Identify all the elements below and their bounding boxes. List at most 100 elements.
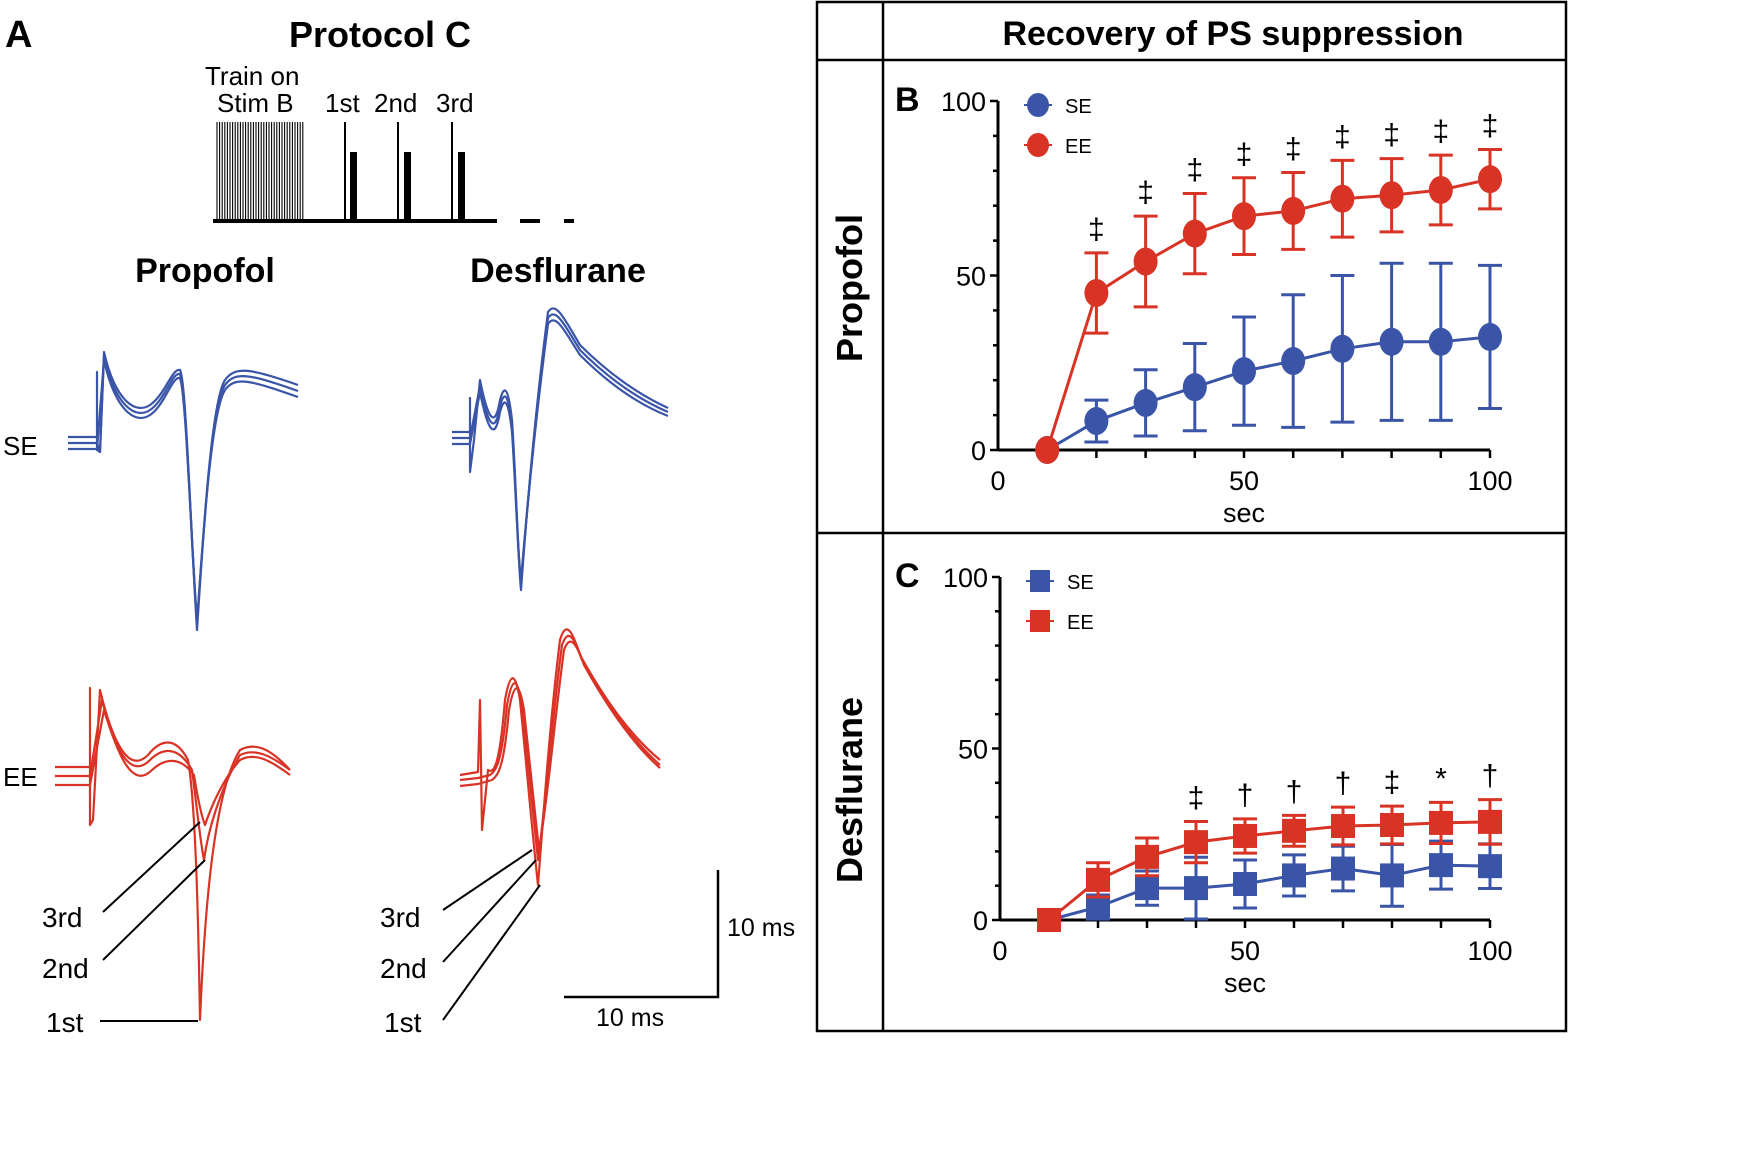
train-label-line1: Train on bbox=[205, 61, 299, 91]
significance-marker: ‡ bbox=[1285, 133, 1302, 166]
trace-desflurane-se bbox=[452, 307, 669, 592]
data-point-ee bbox=[1184, 830, 1208, 855]
data-point-ee bbox=[1133, 247, 1158, 276]
data-point-ee bbox=[1233, 823, 1257, 848]
protocol-title: Protocol C bbox=[289, 14, 471, 55]
chart-c: C 0 50 100 0 50 100 sec SE EE ‡ † † † ‡ * † bbox=[895, 557, 1513, 998]
panel-a-label: A bbox=[5, 14, 32, 56]
x-axis-label: sec bbox=[1223, 498, 1265, 528]
legend-marker bbox=[1030, 570, 1050, 592]
pulse-label-3rd: 3rd bbox=[436, 88, 474, 118]
data-point-se bbox=[1282, 863, 1306, 888]
legend-label-ee: EE bbox=[1067, 612, 1094, 634]
propofol-pointer-2nd: 2nd bbox=[42, 953, 89, 984]
results-table bbox=[815, 0, 1568, 1033]
significance-marker: † bbox=[1237, 779, 1254, 812]
trace-propofol-se bbox=[68, 350, 299, 632]
data-point-ee bbox=[1232, 202, 1256, 231]
significance-marker: ‡ bbox=[1334, 120, 1351, 153]
data-point-se bbox=[1478, 854, 1502, 879]
data-point-se bbox=[1135, 876, 1159, 901]
legend-label-ee: EE bbox=[1065, 136, 1092, 158]
row-label-se: SE bbox=[3, 431, 38, 461]
column-title-desflurane: Desflurane bbox=[470, 252, 646, 290]
x-tick-label: 100 bbox=[1467, 936, 1512, 966]
table-header: Recovery of PS suppression bbox=[1002, 15, 1463, 53]
data-point-se bbox=[1281, 347, 1306, 376]
x-tick-label: 0 bbox=[990, 466, 1005, 496]
series-line-se bbox=[1048, 863, 1491, 922]
data-point-se bbox=[1184, 876, 1208, 901]
data-point-ee bbox=[1135, 844, 1159, 869]
data-point-ee bbox=[1330, 184, 1355, 213]
data-point-se bbox=[1233, 871, 1257, 896]
data-point-ee bbox=[1086, 867, 1110, 892]
series-line-ee bbox=[1045, 177, 1491, 451]
significance-marker: † bbox=[1286, 775, 1303, 808]
train-label-line2: Stim B bbox=[217, 88, 294, 118]
data-point-ee bbox=[1282, 818, 1306, 843]
significance-marker: † bbox=[1482, 760, 1499, 793]
pulse-label-1st: 1st bbox=[325, 88, 360, 118]
row-label-ee: EE bbox=[3, 762, 38, 792]
data-point-ee bbox=[1035, 436, 1060, 464]
x-tick-label: 100 bbox=[1467, 466, 1512, 496]
stimulus-train bbox=[216, 122, 304, 221]
desflurane-pointer-1st: 1st bbox=[384, 1007, 422, 1038]
significance-marker: ‡ bbox=[1482, 110, 1499, 143]
chart-b: B 0 50 100 0 50 100 sec SE EE ‡ ‡ ‡ ‡ ‡ ‡ ‡ ‡ ‡ bbox=[895, 81, 1513, 528]
data-point-ee bbox=[1478, 165, 1502, 194]
significance-marker: ‡ bbox=[1137, 176, 1154, 209]
data-point-ee bbox=[1428, 175, 1453, 204]
row-title-propofol: Propofol bbox=[829, 214, 870, 362]
series-line-se bbox=[1046, 335, 1491, 452]
data-point-se bbox=[1428, 327, 1453, 356]
data-point-se bbox=[1379, 327, 1404, 356]
data-point-ee bbox=[1331, 814, 1355, 839]
data-point-ee bbox=[1429, 810, 1453, 835]
y-tick-label: 50 bbox=[956, 262, 986, 292]
significance-marker: † bbox=[1335, 767, 1352, 800]
protocol-timeline bbox=[213, 122, 574, 223]
legend-label-se: SE bbox=[1067, 572, 1094, 594]
x-tick-label: 50 bbox=[1229, 466, 1259, 496]
significance-marker: ‡ bbox=[1432, 115, 1449, 148]
significance-marker: ‡ bbox=[1384, 766, 1401, 799]
panel-label: B bbox=[895, 81, 920, 119]
legend-marker bbox=[1027, 133, 1049, 157]
propofol-pointer-1st: 1st bbox=[46, 1007, 84, 1038]
data-point-se bbox=[1429, 853, 1453, 878]
scale-bar-horizontal-label: 10 ms bbox=[596, 1004, 664, 1032]
x-tick-label: 50 bbox=[1230, 936, 1260, 966]
data-point-se bbox=[1182, 373, 1207, 402]
x-tick-label: 0 bbox=[992, 936, 1007, 966]
scale-bar-vertical-label: 10 ms bbox=[727, 914, 795, 942]
panel-a: A Protocol C Train on Stim B 1st 2nd 3rd… bbox=[3, 14, 795, 1038]
significance-marker: ‡ bbox=[1236, 138, 1253, 171]
scale-bar bbox=[564, 870, 720, 999]
trace-propofol-ee bbox=[55, 686, 291, 1022]
pulse-label-2nd: 2nd bbox=[374, 88, 417, 118]
data-point-se bbox=[1232, 357, 1256, 386]
data-point-se bbox=[1380, 863, 1404, 888]
y-tick-label: 50 bbox=[958, 735, 988, 765]
data-point-ee bbox=[1084, 278, 1109, 307]
legend-marker bbox=[1030, 610, 1050, 632]
significance-marker: ‡ bbox=[1088, 213, 1105, 246]
data-point-se bbox=[1086, 894, 1110, 919]
column-title-propofol: Propofol bbox=[135, 252, 275, 290]
row-title-desflurane: Desflurane bbox=[829, 697, 870, 883]
data-point-se bbox=[1478, 322, 1502, 351]
trace-pointers bbox=[100, 821, 541, 1022]
legend-label-se: SE bbox=[1065, 96, 1092, 118]
series-line-ee bbox=[1048, 820, 1491, 922]
data-point-se bbox=[1133, 388, 1158, 417]
y-tick-label: 0 bbox=[971, 436, 986, 466]
data-point-ee bbox=[1182, 219, 1207, 248]
significance-marker: ‡ bbox=[1188, 782, 1205, 815]
x-axis-label: sec bbox=[1224, 968, 1266, 998]
y-tick-label: 100 bbox=[943, 563, 988, 593]
data-point-ee bbox=[1281, 196, 1306, 225]
significance-marker: ‡ bbox=[1186, 153, 1203, 186]
